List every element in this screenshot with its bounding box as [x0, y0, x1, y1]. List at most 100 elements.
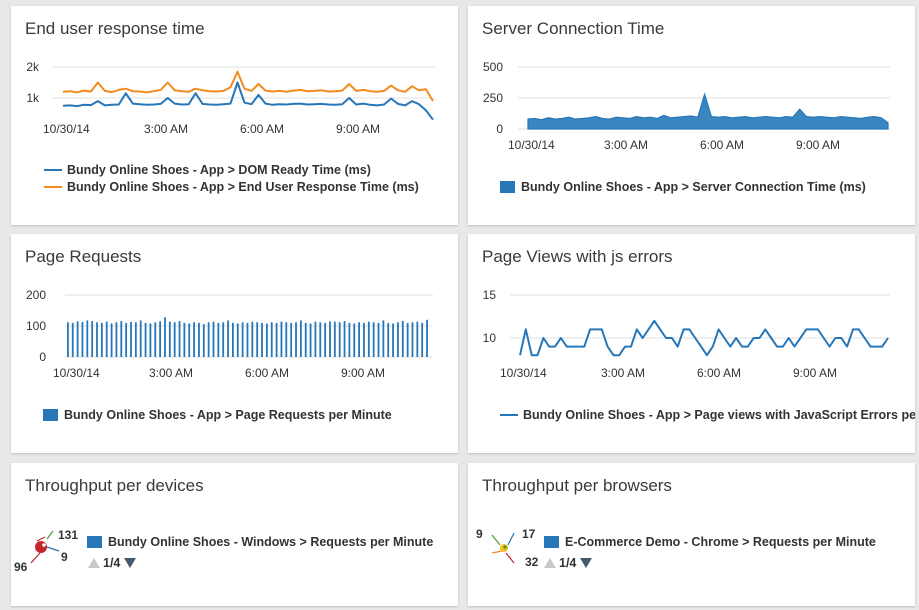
- bar[interactable]: [198, 322, 200, 357]
- legend-line-icon: [44, 169, 62, 171]
- legend-item-page-views-js[interactable]: Bundy Online Shoes - App > Page views wi…: [500, 408, 915, 422]
- bar[interactable]: [159, 321, 162, 357]
- browsers-pie-chart[interactable]: [478, 525, 548, 585]
- devices-pie-chart[interactable]: [25, 525, 85, 585]
- bar[interactable]: [363, 322, 365, 357]
- bar[interactable]: [222, 322, 225, 357]
- server-connection-chart[interactable]: 500 250 0 10/30/14 3:00 AM 6:00 AM 9:00 AM: [468, 6, 915, 225]
- bar[interactable]: [280, 321, 283, 357]
- bar[interactable]: [406, 322, 409, 357]
- bar[interactable]: [173, 322, 176, 357]
- bar[interactable]: [265, 323, 268, 357]
- bar[interactable]: [329, 321, 331, 357]
- bar[interactable]: [324, 322, 327, 357]
- pager-down-icon[interactable]: [580, 558, 593, 568]
- pager-down-icon[interactable]: [124, 558, 137, 568]
- bar[interactable]: [217, 322, 220, 357]
- bar[interactable]: [236, 323, 239, 357]
- bar[interactable]: [134, 322, 137, 357]
- bar[interactable]: [392, 323, 394, 357]
- legend-item-end-user-response[interactable]: Bundy Online Shoes - App > End User Resp…: [44, 180, 419, 194]
- legend-item-page-requests[interactable]: Bundy Online Shoes - App > Page Requests…: [43, 408, 392, 422]
- bar[interactable]: [295, 322, 297, 357]
- bar[interactable]: [91, 321, 94, 357]
- bar[interactable]: [67, 322, 69, 357]
- bar[interactable]: [188, 323, 191, 357]
- bar[interactable]: [314, 321, 317, 357]
- bar[interactable]: [377, 322, 380, 357]
- page-views-js-chart[interactable]: 15 10 10/30/14 3:00 AM 6:00 AM 9:00 AM: [468, 234, 915, 453]
- bar[interactable]: [246, 322, 249, 357]
- bar[interactable]: [338, 322, 341, 357]
- bar[interactable]: [319, 322, 322, 357]
- bar[interactable]: [144, 322, 147, 357]
- bar[interactable]: [241, 322, 244, 357]
- series-line[interactable]: [519, 319, 889, 357]
- legend-item-dom-ready[interactable]: Bundy Online Shoes - App > DOM Ready Tim…: [44, 163, 371, 177]
- bar[interactable]: [96, 322, 98, 357]
- bar[interactable]: [343, 321, 346, 357]
- bar[interactable]: [212, 321, 215, 357]
- bar[interactable]: [125, 322, 128, 357]
- bar[interactable]: [421, 322, 424, 357]
- page-requests-chart[interactable]: 200 100 0 10/30/14 3:00 AM 6:00 AM 9:00 AM: [11, 234, 458, 453]
- series-area[interactable]: [527, 92, 889, 130]
- bar[interactable]: [193, 322, 195, 357]
- bar[interactable]: [270, 322, 273, 357]
- bar[interactable]: [202, 324, 205, 357]
- bar[interactable]: [401, 321, 404, 357]
- bar[interactable]: [100, 322, 103, 357]
- bar[interactable]: [387, 322, 390, 357]
- bar[interactable]: [251, 321, 254, 357]
- legend-item-browsers[interactable]: E-Commerce Demo - Chrome > Requests per …: [544, 535, 876, 549]
- bar[interactable]: [285, 322, 288, 357]
- bar[interactable]: [227, 320, 229, 357]
- bar[interactable]: [261, 322, 263, 357]
- bar[interactable]: [256, 322, 259, 357]
- bar[interactable]: [120, 321, 123, 357]
- end-user-response-chart[interactable]: 2k 1k 10/30/14 3:00 AM 6:00 AM 9:00 AM: [11, 6, 458, 225]
- bar[interactable]: [382, 320, 385, 357]
- card-throughput-devices: Throughput per devices 131 9 96 Bundy On…: [11, 463, 458, 606]
- bar[interactable]: [110, 323, 113, 357]
- bar[interactable]: [426, 319, 428, 357]
- bar[interactable]: [139, 320, 142, 357]
- legend-item-server-connection[interactable]: Bundy Online Shoes - App > Server Connec…: [500, 180, 866, 194]
- bar[interactable]: [290, 322, 293, 357]
- bar[interactable]: [411, 322, 414, 357]
- bar[interactable]: [168, 321, 171, 357]
- legend-item-devices[interactable]: Bundy Online Shoes - Windows > Requests …: [87, 535, 433, 549]
- bar[interactable]: [71, 322, 74, 357]
- bar[interactable]: [397, 322, 399, 357]
- bar[interactable]: [149, 323, 152, 357]
- bar[interactable]: [115, 322, 118, 357]
- bar[interactable]: [275, 322, 278, 357]
- bar[interactable]: [207, 322, 210, 357]
- pager-up-icon[interactable]: [88, 558, 100, 568]
- bar[interactable]: [348, 322, 351, 357]
- bar[interactable]: [372, 322, 375, 357]
- pie-label-right: 9: [61, 550, 68, 564]
- pie-leader-line: [491, 534, 501, 546]
- bar[interactable]: [178, 321, 181, 357]
- bar[interactable]: [232, 322, 234, 357]
- pager-up-icon[interactable]: [544, 558, 556, 568]
- bar[interactable]: [183, 322, 186, 357]
- series-line[interactable]: [62, 70, 434, 102]
- bar[interactable]: [367, 321, 370, 357]
- bar[interactable]: [304, 322, 307, 357]
- bar[interactable]: [358, 322, 360, 357]
- bar[interactable]: [81, 321, 84, 357]
- bar[interactable]: [105, 321, 108, 357]
- bar[interactable]: [416, 321, 419, 357]
- bar[interactable]: [154, 322, 157, 357]
- bar[interactable]: [299, 320, 302, 357]
- bar[interactable]: [76, 321, 79, 357]
- bar[interactable]: [333, 321, 336, 357]
- bar[interactable]: [164, 317, 166, 357]
- bar[interactable]: [130, 321, 132, 357]
- bar[interactable]: [353, 323, 356, 357]
- bar[interactable]: [86, 320, 89, 357]
- bar[interactable]: [309, 323, 312, 357]
- series-line[interactable]: [62, 81, 434, 121]
